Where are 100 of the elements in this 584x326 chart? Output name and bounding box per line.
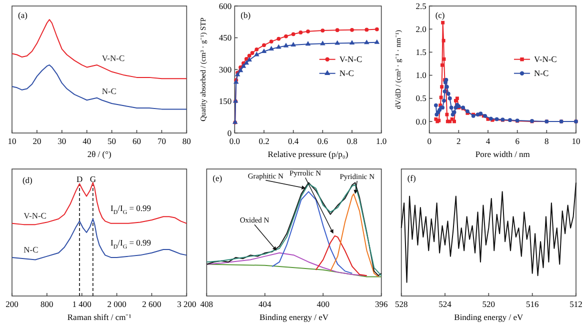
annotation: (b)	[240, 10, 251, 20]
x-tick-label: 2	[456, 136, 461, 146]
point	[320, 40, 326, 46]
point	[262, 43, 266, 48]
point	[244, 60, 250, 65]
x-tick-label: 40	[82, 136, 92, 146]
x-tick-label: 800	[40, 299, 54, 309]
point	[494, 117, 499, 122]
point	[268, 46, 274, 50]
point	[284, 34, 288, 38]
y-tick-label: 600	[218, 0, 232, 11]
x-tick-label: 10	[8, 136, 16, 146]
x-tick-label: 524	[438, 299, 452, 309]
x-tick-label: 2 000	[107, 299, 126, 309]
ref-line-label: G	[90, 174, 96, 184]
x-tick-label: 3 200	[177, 299, 196, 309]
x-tick-label: 520	[482, 299, 496, 309]
point	[442, 98, 446, 103]
series-label: N-C	[24, 244, 39, 255]
point	[448, 96, 452, 100]
x-tick-label: 0.8	[346, 136, 358, 146]
series-label: N-C	[102, 86, 117, 96]
point	[250, 51, 254, 55]
point	[306, 29, 310, 34]
x-tick-label: 0.4	[288, 136, 300, 146]
x-axis-title: Binding energy / eV	[259, 312, 330, 322]
point	[364, 28, 369, 32]
legend-label: N-C	[534, 68, 549, 78]
annotation: (a)	[18, 10, 28, 20]
point	[434, 103, 438, 108]
point	[442, 38, 446, 42]
point	[439, 96, 443, 100]
legend-label: N-C	[339, 68, 354, 78]
point	[449, 106, 454, 110]
x-tick-label: 8	[544, 136, 549, 146]
point	[349, 40, 355, 45]
x-tick-label: 528	[394, 299, 408, 309]
y-tick-label: 1.5	[416, 46, 426, 57]
point	[290, 42, 296, 46]
x-tick-label: 400	[316, 299, 330, 309]
x-tick-label: 516	[526, 299, 539, 309]
y-tick-label: 0.0	[416, 116, 426, 126]
point	[440, 85, 444, 89]
legend-label: V-N-C	[534, 54, 558, 64]
annotation: (c)	[435, 10, 445, 20]
point	[291, 32, 296, 36]
point	[254, 52, 260, 56]
point	[269, 40, 274, 44]
legend-label: V-N-C	[339, 54, 362, 64]
y-tick-label: 2.0	[416, 24, 426, 34]
x-tick-label: 200	[6, 299, 18, 309]
point	[305, 41, 311, 46]
x-tick-label: 60	[132, 136, 142, 146]
annotation: (f)	[407, 173, 416, 183]
x-tick-label: 20	[32, 136, 42, 146]
point	[240, 63, 246, 68]
annotation: (e)	[212, 173, 222, 183]
point	[335, 28, 340, 32]
y-tick-label: 0.5	[416, 93, 426, 104]
y-tick-label: 450	[218, 32, 232, 43]
x-tick-label: 0.0	[229, 136, 240, 146]
point	[283, 42, 289, 48]
point	[446, 92, 450, 96]
y-tick-label: 2.5	[416, 0, 426, 11]
x-tick-label: 30	[58, 136, 66, 146]
x-axis-title: 2θ / (°)	[87, 149, 112, 159]
point	[276, 36, 281, 41]
series-label: V-N-C	[24, 210, 47, 221]
point	[350, 28, 354, 32]
point	[508, 118, 512, 122]
x-axis-title: Relative pressure (p/p₀)	[268, 149, 348, 159]
point	[334, 40, 340, 45]
x-tick-label: 1 400	[72, 299, 92, 309]
x-tick-label: 0.2	[258, 136, 270, 146]
point	[298, 30, 303, 34]
point	[276, 44, 282, 49]
x-tick-label: 4	[486, 136, 491, 146]
point	[440, 63, 444, 67]
y-tick-label: 1.0	[416, 70, 426, 80]
series-label: V-N-C	[102, 53, 125, 64]
point	[246, 56, 252, 62]
x-tick-label: 2 600	[142, 299, 162, 309]
x-tick-label: 80	[182, 136, 191, 146]
x-tick-label: 512	[570, 299, 582, 309]
x-tick-label: 404	[258, 299, 272, 309]
annotation: (d)	[22, 175, 33, 186]
point	[374, 27, 379, 32]
annotation: I$_{D}$/I$_{G}$ = 0.99	[110, 203, 152, 216]
y-tick-label: 0	[227, 128, 232, 138]
x-tick-label: 0.6	[317, 136, 328, 146]
point	[320, 28, 325, 33]
x-tick-label: 10	[572, 136, 580, 146]
x-axis-title: Raman shift / cm⁻¹	[67, 312, 132, 322]
point	[445, 112, 449, 116]
point	[374, 39, 380, 44]
x-tick-label: 396	[374, 299, 388, 309]
x-axis-title: Binding energy / eV	[454, 312, 524, 322]
x-tick-label: 6	[515, 136, 520, 146]
point	[452, 110, 456, 114]
x-tick-label: 70	[157, 136, 166, 146]
